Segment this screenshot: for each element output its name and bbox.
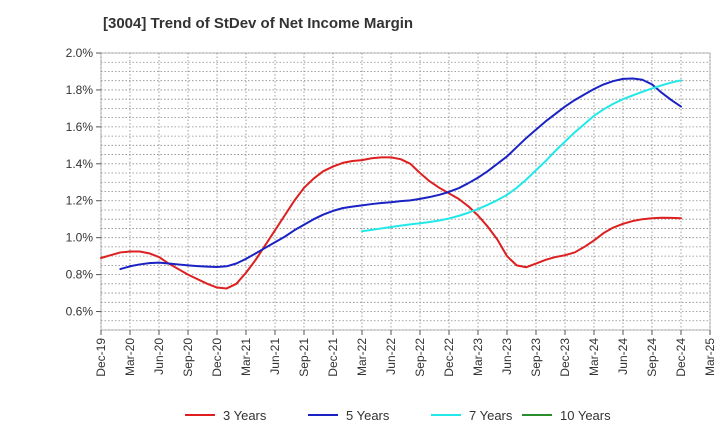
y-tick-label: 2.0% — [66, 46, 94, 60]
legend-item: 3 Years — [185, 408, 267, 423]
x-tick-label: Sep-22 — [413, 338, 427, 377]
series-line-5-years — [119, 77, 682, 271]
x-axis: Dec-19 Mar-20 Jun-20 Sep-20 Dec-20 Mar-21 Jun-… — [94, 330, 717, 377]
x-tick-label: Sep-21 — [297, 338, 311, 377]
legend-item: 7 Years — [431, 408, 513, 423]
x-tick-label: Mar-20 — [123, 338, 137, 376]
x-tick-label: Mar-21 — [239, 338, 253, 376]
y-tick-label: 1.0% — [66, 231, 94, 245]
y-tick-label: 0.6% — [66, 305, 94, 319]
chart-title: [3004] Trend of StDev of Net Income Marg… — [103, 15, 414, 32]
x-tick-label: Dec-19 — [94, 338, 108, 377]
x-tick-label: Sep-23 — [529, 338, 543, 377]
x-tick-label: Dec-22 — [442, 338, 456, 377]
legend: 3 Years 5 Years 7 Years 10 Years — [185, 408, 611, 423]
x-tick-label: Jun-23 — [500, 338, 514, 375]
x-tick-label: Jun-22 — [384, 338, 398, 375]
legend-label: 10 Years — [560, 408, 611, 423]
x-tick-label: Jun-24 — [616, 338, 630, 375]
x-tick-label: Mar-25 — [703, 338, 717, 376]
x-tick-label: Sep-20 — [181, 338, 195, 377]
legend-item: 10 Years — [522, 408, 611, 423]
y-tick-label: 0.8% — [66, 268, 94, 282]
x-tick-label: Sep-24 — [645, 338, 659, 377]
series-lines — [100, 77, 682, 290]
x-tick-label: Jun-21 — [268, 338, 282, 375]
series-line-7-years — [361, 79, 682, 233]
x-tick-label: Dec-24 — [674, 338, 688, 377]
x-tick-label: Dec-21 — [326, 338, 340, 377]
legend-label: 3 Years — [223, 408, 267, 423]
legend-label: 7 Years — [469, 408, 513, 423]
x-tick-label: Dec-20 — [210, 338, 224, 377]
x-tick-label: Dec-23 — [558, 338, 572, 377]
x-tick-label: Mar-24 — [587, 338, 601, 376]
grid-lines — [100, 52, 711, 331]
x-tick-label: Mar-23 — [471, 338, 485, 376]
series-line-3-years — [100, 156, 682, 290]
y-tick-label: 1.8% — [66, 83, 94, 97]
x-tick-label: Jun-20 — [152, 338, 166, 375]
legend-item: 5 Years — [308, 408, 390, 423]
legend-label: 5 Years — [346, 408, 390, 423]
y-axis: 0.6% 0.8% 1.0% 1.2% 1.4% 1.6% 1.8% 2.0% — [66, 46, 101, 319]
y-tick-label: 1.6% — [66, 120, 94, 134]
x-tick-label: Mar-22 — [355, 338, 369, 376]
y-tick-label: 1.4% — [66, 157, 94, 171]
y-tick-label: 1.2% — [66, 194, 94, 208]
